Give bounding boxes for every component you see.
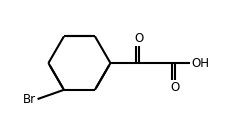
Text: Br: Br [23, 93, 36, 106]
Text: OH: OH [191, 57, 209, 70]
Text: O: O [170, 81, 180, 94]
Text: O: O [134, 32, 144, 45]
